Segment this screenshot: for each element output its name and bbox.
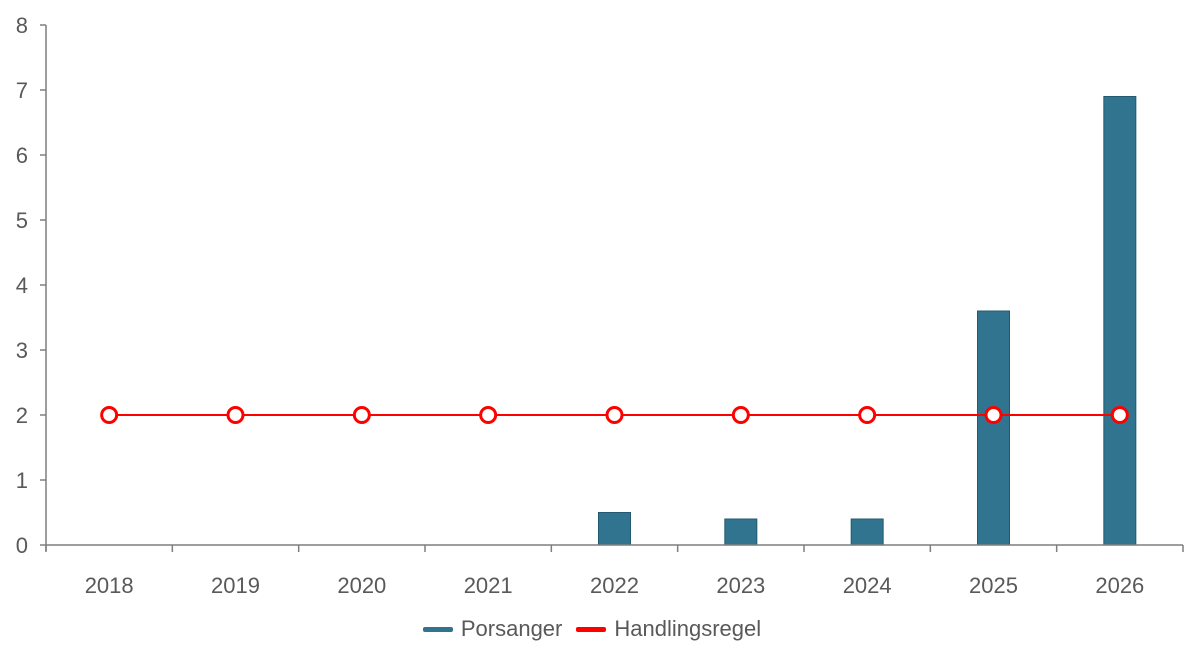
y-axis-labels: 0 1 2 3 4 5 6 7 8 bbox=[16, 13, 28, 558]
x-tick-label: 2026 bbox=[1095, 573, 1144, 598]
x-tick-label: 2025 bbox=[969, 573, 1018, 598]
bar bbox=[724, 518, 758, 546]
bar bbox=[1103, 96, 1137, 546]
x-axis-labels: 2018 2019 2020 2021 2022 2023 2024 2025 2026 bbox=[85, 573, 1145, 598]
legend-swatch-line bbox=[576, 626, 607, 632]
y-tick-label: 3 bbox=[16, 338, 28, 363]
line-point bbox=[984, 406, 1003, 424]
line-point bbox=[352, 406, 371, 424]
line-series bbox=[100, 406, 1129, 424]
bar bbox=[598, 512, 631, 546]
line-point bbox=[858, 406, 877, 424]
y-tick-label: 2 bbox=[16, 403, 28, 428]
bar-series bbox=[598, 96, 1137, 546]
line-point bbox=[479, 406, 498, 424]
legend-label-bars: Porsanger bbox=[460, 616, 563, 641]
bar bbox=[977, 310, 1010, 546]
x-tick-label: 2024 bbox=[843, 573, 892, 598]
line-point bbox=[605, 406, 624, 424]
line-point bbox=[226, 406, 245, 424]
y-tick-label: 7 bbox=[16, 78, 28, 103]
x-tick-label: 2023 bbox=[716, 573, 765, 598]
legend-item-line[interactable]: Handlingsregel bbox=[576, 616, 761, 642]
x-tick-label: 2022 bbox=[590, 573, 639, 598]
x-tick-label: 2020 bbox=[337, 573, 386, 598]
x-tick-label: 2021 bbox=[464, 573, 513, 598]
bar bbox=[850, 518, 884, 546]
y-tick-label: 4 bbox=[16, 273, 28, 298]
y-tick-label: 1 bbox=[16, 468, 28, 493]
x-tick-label: 2019 bbox=[211, 573, 260, 598]
y-tick-label: 6 bbox=[16, 143, 28, 168]
legend-item-bars[interactable]: Porsanger bbox=[422, 616, 563, 642]
y-tick-label: 0 bbox=[16, 533, 28, 558]
x-tick-label: 2018 bbox=[85, 573, 134, 598]
line-point bbox=[1110, 406, 1129, 424]
y-tick-label: 8 bbox=[16, 13, 28, 38]
legend-swatch-bars bbox=[422, 626, 453, 632]
y-tick-label: 5 bbox=[16, 208, 28, 233]
axes bbox=[40, 24, 1184, 552]
line-point bbox=[731, 406, 750, 424]
line-point bbox=[100, 406, 119, 424]
legend: Porsanger Handlingsregel bbox=[0, 616, 1184, 642]
legend-label-line: Handlingsregel bbox=[614, 616, 762, 641]
